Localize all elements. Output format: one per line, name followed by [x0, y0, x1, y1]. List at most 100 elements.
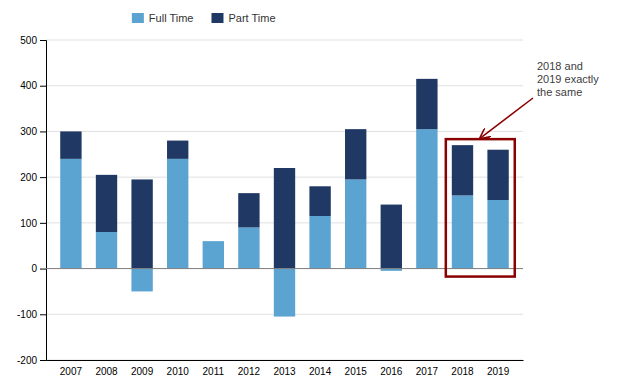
bar: [345, 179, 366, 268]
y-tick: 200: [20, 172, 46, 183]
plot: -200 -100 0 100 200 300 400 500 2007 2008 2009 2010…: [17, 35, 524, 377]
x-axis-line: [47, 360, 524, 361]
annotation-arrow: [480, 98, 533, 138]
x-tick-label: 2018: [451, 366, 474, 377]
x-tick-label: 2019: [487, 366, 510, 377]
y-tick-label: -100: [17, 309, 37, 320]
y-tick-mark: [40, 131, 46, 132]
bar: [345, 129, 366, 179]
y-tick-label: 100: [20, 218, 37, 229]
y-tick: -200: [17, 355, 46, 366]
annotation-text: 2018 and2019 exactlythe same: [537, 60, 599, 98]
y-tick-label: 200: [20, 172, 37, 183]
highlight-box: [446, 139, 515, 276]
bar: [487, 150, 508, 200]
x-tick-label: 2010: [167, 366, 190, 377]
x-tick: 2015: [345, 366, 368, 377]
grid: [46, 40, 523, 360]
x-tick-label: 2009: [131, 366, 154, 377]
legend-label: Part Time: [228, 12, 275, 24]
bar: [238, 193, 259, 227]
series: [60, 129, 509, 316]
y-tick: 300: [20, 126, 46, 137]
x-tick: 2012: [238, 366, 261, 377]
y-tick: 400: [20, 80, 46, 91]
y-axis-line: [40, 41, 47, 361]
bar: [487, 200, 508, 269]
bar: [60, 159, 81, 269]
x-tick-label: 2012: [238, 366, 261, 377]
y-tick-mark: [40, 223, 46, 224]
x-tick: 2011: [203, 366, 225, 377]
y-tick: 100: [20, 218, 46, 229]
bar: [452, 195, 473, 268]
bar: [60, 131, 81, 158]
x-tick: 2013: [273, 366, 296, 377]
y-tick-mark: [40, 40, 46, 41]
grid-line: [46, 85, 523, 86]
grid-line: [46, 268, 523, 269]
legend-swatch: [132, 13, 144, 23]
x-tick: 2007: [60, 366, 83, 377]
y-tick-mark: [40, 314, 46, 315]
x-tick-label: 2017: [416, 366, 439, 377]
grid-line: [46, 40, 523, 41]
bar: [416, 129, 437, 268]
legend-swatch: [211, 13, 223, 23]
x-tick-label: 2015: [345, 366, 368, 377]
y-tick-label: 500: [20, 35, 37, 46]
bar: [96, 232, 117, 269]
legend: Full Time Part Time: [132, 12, 276, 24]
y-tick-mark: [40, 269, 46, 270]
y-tick-label: -200: [17, 355, 37, 366]
bar: [309, 216, 330, 269]
x-tick: 2008: [95, 366, 118, 377]
bar: [274, 168, 295, 269]
y-tick: 0: [31, 263, 46, 274]
annotation: 2018 and2019 exactlythe same: [446, 60, 599, 277]
y-tick-mark: [40, 360, 46, 361]
x-tick-label: 2014: [309, 366, 332, 377]
legend-item: Part Time: [211, 12, 275, 24]
bar: [238, 227, 259, 268]
bar: [167, 141, 188, 159]
x-tick-label: 2008: [95, 366, 118, 377]
x-tick-label: 2007: [60, 366, 83, 377]
bar: [167, 159, 188, 269]
x-tick: 2017: [416, 366, 439, 377]
x-tick-label: 2013: [273, 366, 296, 377]
grid-line: [46, 360, 523, 361]
x-tick: 2016: [380, 366, 403, 377]
bar: [96, 175, 117, 232]
bar: [309, 186, 330, 216]
y-tick-mark: [40, 177, 46, 178]
legend-label: Full Time: [149, 12, 194, 24]
x-tick-label: 2011: [203, 366, 225, 377]
y-tick-label: 400: [20, 80, 37, 91]
zero-line: [46, 268, 523, 269]
series: [60, 79, 509, 269]
grid-line: [46, 131, 523, 132]
y-axis: -200 -100 0 100 200 300 400 500: [17, 35, 47, 366]
bar: [203, 241, 224, 268]
y-tick: -100: [17, 309, 46, 320]
bar: [274, 269, 295, 317]
bars: [60, 79, 509, 317]
legend-item: Full Time: [132, 12, 194, 24]
bar: [416, 79, 437, 129]
bar: [381, 205, 402, 269]
bar: [131, 179, 152, 268]
y-tick-label: 0: [31, 263, 37, 274]
x-tick-label: 2016: [380, 366, 403, 377]
x-tick: 2019: [487, 366, 510, 377]
bar: [131, 269, 152, 292]
y-tick: 500: [20, 35, 46, 46]
x-tick: 2014: [309, 366, 332, 377]
chart: -200 -100 0 100 200 300 400 500 2007 2008 2009 2010…: [0, 0, 638, 388]
x-axis: 2007 2008 2009 2010 2011 2012 2013 2014 2015 2016…: [47, 361, 524, 378]
y-tick-label: 300: [20, 126, 37, 137]
x-tick: 2010: [167, 366, 190, 377]
x-tick: 2009: [131, 366, 154, 377]
bar: [452, 145, 473, 195]
x-tick: 2018: [451, 366, 474, 377]
